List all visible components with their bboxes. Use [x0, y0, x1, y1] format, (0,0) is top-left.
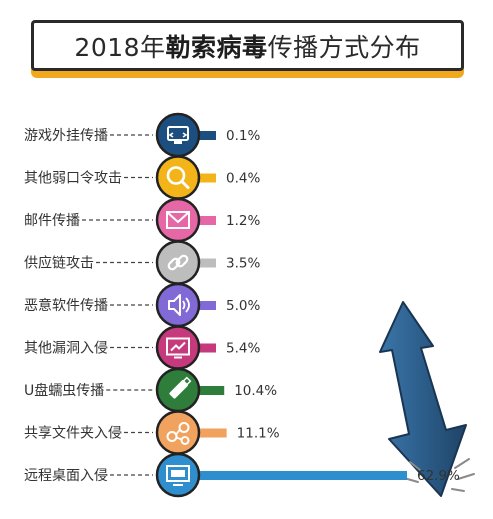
bar: [188, 301, 216, 310]
title-year: 2018年: [74, 32, 166, 62]
usb-drive-icon: [169, 376, 192, 399]
game-plugin-icon: [167, 126, 189, 144]
monitor-icon: [166, 465, 190, 486]
category-label: U盘蠕虫传播: [24, 382, 104, 399]
value-label: 0.1%: [226, 128, 260, 144]
title-rest: 传播方式分布: [267, 32, 421, 62]
bar: [188, 386, 225, 395]
big-down-arrow-icon: [379, 301, 475, 497]
value-label: 62.9%: [417, 468, 460, 484]
chart-monitor-icon: [166, 337, 190, 359]
value-label: 0.4%: [226, 171, 260, 187]
value-label: 10.4%: [234, 383, 277, 399]
value-label: 1.2%: [226, 213, 260, 229]
category-label: 游戏外挂传播: [24, 128, 108, 144]
title-banner: 2018年 勒索病毒 传播方式分布: [0, 0, 493, 96]
category-label: 其他弱口令攻击: [24, 171, 122, 187]
value-label: 5.4%: [226, 341, 260, 357]
chart-title: 2018年 勒索病毒 传播方式分布: [31, 20, 464, 71]
icon-badge: [155, 155, 201, 200]
chart-row: 邮件传播 1.2%: [24, 197, 260, 243]
bar: [188, 216, 216, 225]
icon-badge: [155, 197, 201, 243]
category-label: 恶意软件传播: [24, 297, 108, 314]
speaker-icon: [168, 294, 190, 316]
value-label: 5.0%: [226, 298, 260, 314]
value-label: 11.1%: [237, 426, 280, 442]
bar: [188, 428, 227, 438]
chart-row: 远程桌面入侵 62.9%: [24, 452, 460, 498]
chart-row: U盘蠕虫传播 10.4%: [24, 367, 277, 413]
category-label: 邮件传播: [24, 213, 80, 229]
chart-row: 其他漏洞入侵 5.4%: [24, 325, 260, 370]
icon-badge: [155, 282, 201, 328]
chart-row: 恶意软件传播 5.0%: [24, 282, 260, 328]
title-strong: 勒索病毒: [165, 32, 268, 62]
chart-row: 供应链攻击 3.5%: [24, 240, 260, 285]
bar: [188, 258, 216, 268]
bar: [188, 173, 216, 183]
chart-row: 其他弱口令攻击 0.4%: [24, 155, 260, 200]
chart-row: 游戏外挂传播 0.1%: [24, 112, 260, 158]
share-nodes-icon: [166, 422, 190, 445]
category-label: 远程桌面入侵: [24, 467, 108, 484]
value-label: 3.5%: [226, 256, 260, 272]
category-label: 共享文件夹入侵: [24, 425, 122, 442]
mail-icon: [166, 211, 190, 229]
chart-row: 共享文件夹入侵 11.1%: [24, 410, 280, 455]
icon-badge: [155, 112, 201, 158]
bar: [188, 343, 216, 353]
icon-badge: [155, 240, 201, 285]
bar: [188, 131, 216, 140]
chain-link-icon: [167, 254, 189, 271]
category-label: 其他漏洞入侵: [24, 340, 108, 357]
bar: [188, 471, 407, 480]
category-label: 供应链攻击: [24, 255, 94, 272]
search-key-icon: [166, 166, 190, 189]
